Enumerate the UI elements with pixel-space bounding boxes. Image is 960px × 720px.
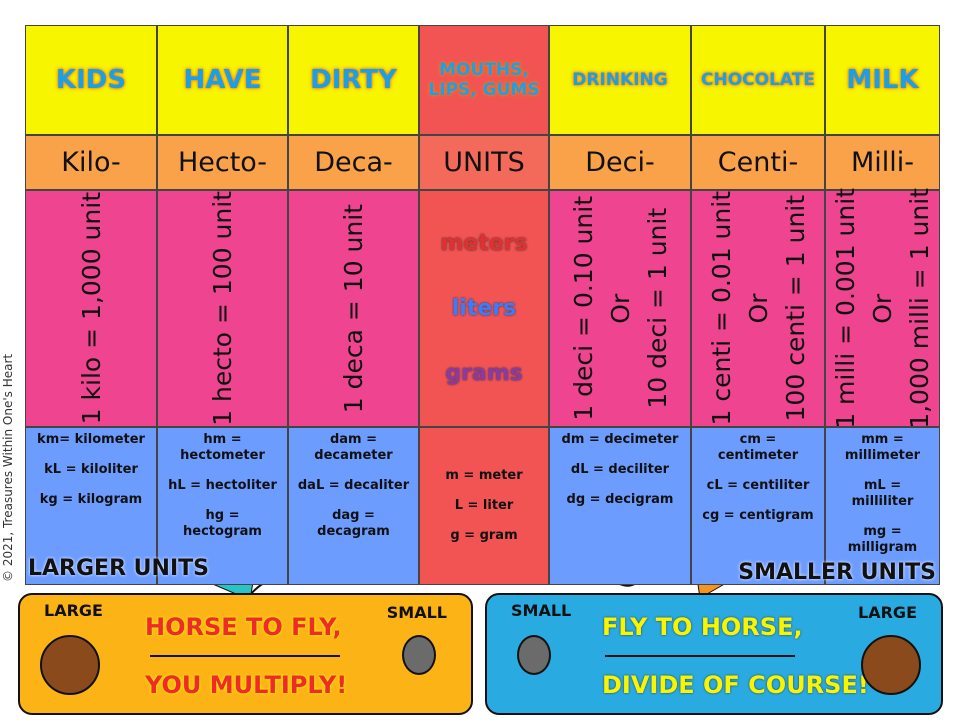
- definition-cell: 1 hecto = 100 unit: [157, 190, 288, 427]
- definition-cell: 1 centi = 0.01 unit Or 100 centi = 1 unit: [691, 190, 825, 427]
- larger-units-label: LARGER UNITS: [28, 556, 209, 581]
- unit-name: meters: [440, 231, 528, 256]
- arrow-line: [150, 655, 340, 657]
- abbreviation-cell: dam = decameter daL = decaliter dag = deca…: [288, 427, 419, 585]
- definition: 1 deca = 10 unit: [339, 204, 368, 413]
- prefix-cell: Deca-: [288, 135, 419, 190]
- mnemonic-cell: KIDS: [25, 25, 157, 135]
- rule-panel: SMALL LARGE FLY TO HORSE, DIVIDE OF COURSE!: [485, 593, 943, 715]
- abbreviation: cm = centimeter: [717, 432, 799, 463]
- icon: [40, 635, 100, 695]
- prefix-cell: Deci-: [549, 135, 691, 190]
- abbreviation: cL = centiliter: [706, 478, 810, 493]
- definition: 1 deci = 0.10 unit Or 10 deci = 1 unit: [569, 196, 672, 421]
- panel-left-label: LARGE: [44, 601, 103, 620]
- abbreviation-cell: dm = decimeter dL = deciliter dg = decigra…: [549, 427, 691, 585]
- abbreviation: kg = kilogram: [39, 492, 143, 507]
- definition-cell: 1 deca = 10 unit: [288, 190, 419, 427]
- abbreviation-list: hm = hectometer hL = hectoliter hg = hecto…: [158, 432, 287, 540]
- definition-line: 100 centi = 1 unit: [780, 195, 810, 422]
- icon: [517, 635, 551, 675]
- abbreviation: L = liter: [454, 498, 514, 513]
- definition: 1 hecto = 100 unit: [208, 191, 237, 426]
- abbreviation-list: km= kilometer kL = kiloliter kg = kilogram: [31, 432, 151, 508]
- abbreviation: dam = decameter: [314, 432, 393, 463]
- mnemonic-cell: DRINKING: [549, 25, 691, 135]
- abbreviation: dg = decigram: [566, 492, 674, 507]
- prefix-cell: Hecto-: [157, 135, 288, 190]
- definition-cell: meters liters grams: [419, 190, 549, 427]
- definition-line: 10 deci = 1 unit: [642, 208, 672, 409]
- mnemonic-cell: DIRTY: [288, 25, 419, 135]
- definition-line: 1 hecto = 100 unit: [208, 191, 237, 426]
- abbreviation: hm = hectometer: [180, 432, 265, 463]
- definition-line: 1 kilo = 1,000 unit: [76, 192, 106, 425]
- definition-line: Or: [605, 293, 635, 324]
- prefix-cell: Milli-: [825, 135, 940, 190]
- prefix-cell: Centi-: [691, 135, 825, 190]
- abbreviation: g = gram: [450, 528, 518, 543]
- abbreviation-list: cm = centimeter cL = centiliter cg = centi…: [692, 432, 824, 524]
- definition-line: Or: [868, 293, 897, 324]
- abbreviation: km= kilometer: [37, 432, 145, 447]
- panel-left-label: SMALL: [511, 601, 572, 620]
- abbreviation-list: m = meter L = liter g = gram: [439, 468, 528, 544]
- abbreviation: mg = milligram: [847, 524, 918, 555]
- prefix-cell: Kilo-: [25, 135, 157, 190]
- mnemonic-cell: CHOCOLATE: [691, 25, 825, 135]
- abbreviation-cell: hm = hectometer hL = hectoliter hg = hecto…: [157, 427, 288, 585]
- panel-right-label: SMALL: [386, 603, 447, 622]
- abbreviation-list: dm = decimeter dL = deciliter dg = decigra…: [556, 432, 685, 508]
- definition-cell: 1 milli = 0.001 unit Or 1,000 milli = 1 un…: [825, 188, 940, 429]
- mnemonic-cell: MOUTHS, LIPS, GUMS: [419, 25, 549, 135]
- abbreviation: kL = kiloliter: [44, 462, 138, 477]
- mnemonic-cell: HAVE: [157, 25, 288, 135]
- abbreviation: hL = hectoliter: [168, 478, 277, 493]
- abbreviation: m = meter: [445, 468, 523, 483]
- definition: 1 centi = 0.01 unit Or 100 centi = 1 unit: [707, 191, 810, 425]
- abbreviation: mm = millimeter: [844, 432, 921, 463]
- definition-cell: 1 kilo = 1,000 unit: [25, 190, 157, 427]
- rule-panel: LARGE SMALL HORSE TO FLY, YOU MULTIPLY!: [18, 593, 473, 715]
- abbreviation-cell: m = meter L = liter g = gram: [419, 427, 549, 585]
- rule-line: YOU MULTIPLY!: [145, 671, 348, 699]
- abbreviation-cell: mm = millimeter mL = milliliter mg = milli…: [825, 427, 940, 585]
- abbreviation: dL = deciliter: [570, 462, 670, 477]
- smaller-units-label: SMALLER UNITS: [738, 560, 936, 585]
- prefix-cell: UNITS: [419, 135, 549, 190]
- panel-right-label: LARGE: [858, 603, 917, 622]
- copyright: © 2021, Treasures Within One's Heart: [1, 353, 15, 582]
- definition-line: 1 centi = 0.01 unit: [706, 191, 736, 426]
- definition-line: 1 deci = 0.10 unit: [568, 196, 598, 421]
- icon: [861, 635, 921, 695]
- definition-line: 1,000 milli = 1 unit: [905, 188, 934, 429]
- rule-line: HORSE TO FLY,: [145, 613, 342, 641]
- definition-line: Or: [743, 293, 773, 324]
- abbreviation-cell: km= kilometer kL = kiloliter kg = kilogram: [25, 427, 157, 585]
- abbreviation: mL = milliliter: [851, 478, 914, 509]
- unit-list: meters liters grams: [440, 231, 527, 386]
- arrow-line: [605, 655, 795, 657]
- abbreviation: daL = decaliter: [297, 478, 410, 493]
- definition-cell: 1 deci = 0.10 unit Or 10 deci = 1 unit: [549, 190, 691, 427]
- definition-line: 1 milli = 0.001 unit: [831, 188, 860, 429]
- abbreviation: cg = centigram: [702, 508, 814, 523]
- icon: [402, 635, 436, 675]
- definition-line: 1 deca = 10 unit: [339, 203, 368, 414]
- abbreviation-list: dam = decameter daL = decaliter dag = deca…: [289, 432, 418, 540]
- unit-name: grams: [445, 361, 523, 386]
- abbreviation: hg = hectogram: [183, 508, 262, 539]
- abbreviation: dm = decimeter: [561, 432, 679, 447]
- rule-line: DIVIDE OF COURSE!: [602, 671, 869, 699]
- rule-line: FLY TO HORSE,: [602, 613, 803, 641]
- definition: 1 milli = 0.001 unit Or 1,000 milli = 1 un…: [831, 188, 934, 429]
- unit-name: liters: [451, 296, 517, 321]
- abbreviation: dag = decagram: [317, 508, 390, 539]
- abbreviation-list: mm = millimeter mL = milliliter mg = milli…: [826, 432, 939, 556]
- definition: 1 kilo = 1,000 unit: [77, 192, 106, 424]
- mnemonic-cell: MILK: [825, 25, 940, 135]
- abbreviation-cell: cm = centimeter cL = centiliter cg = centi…: [691, 427, 825, 585]
